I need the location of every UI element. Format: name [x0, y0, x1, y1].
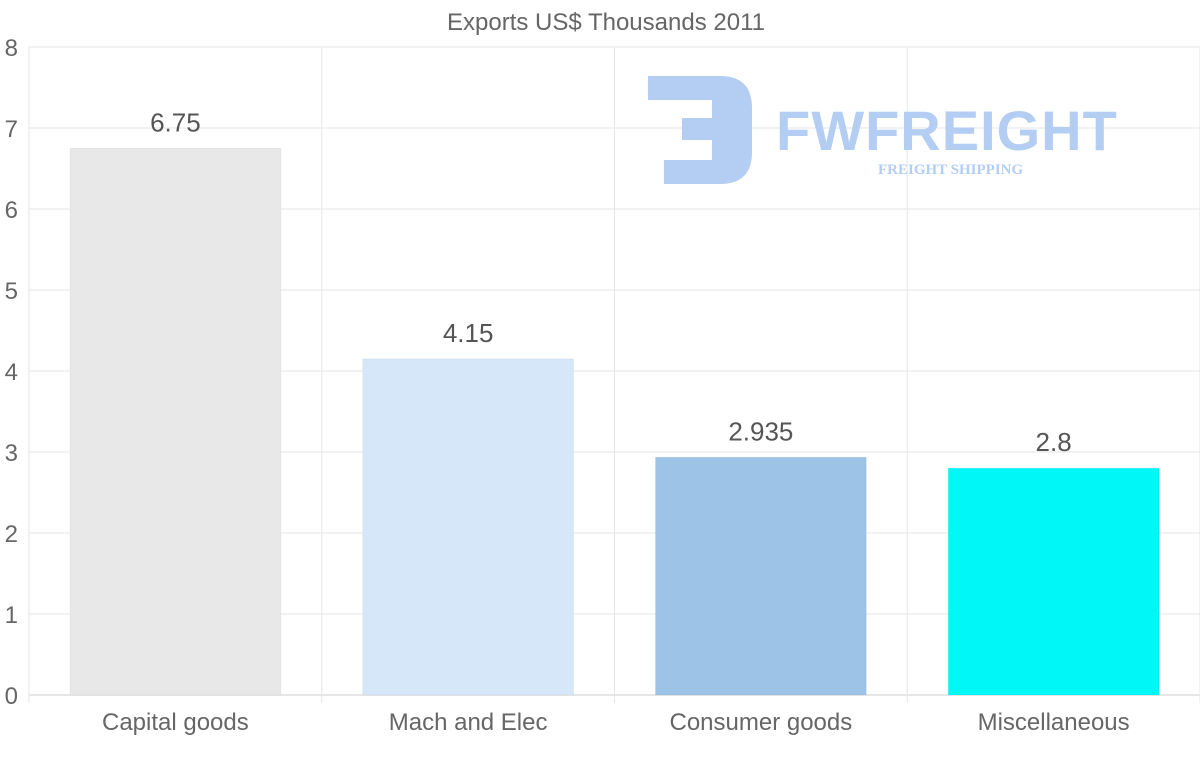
x-tick-label: Consumer goods: [669, 709, 852, 736]
y-tick-label: 5: [5, 278, 18, 305]
y-axis-ticks: 0 1 2 3 4 5 6 7 8: [5, 35, 18, 710]
y-tick-label: 4: [5, 359, 18, 386]
chart-title: Exports US$ Thousands 2011: [447, 9, 765, 36]
bar-mach-and-elec: [362, 358, 575, 696]
value-label: 6.75: [150, 107, 201, 137]
watermark-logo: FWFREIGHT FREIGHT SHIPPING: [648, 76, 1118, 184]
watermark-icon: [648, 76, 752, 184]
x-axis-ticks: Capital goods Mach and Elec Consumer goods…: [102, 709, 1130, 736]
x-tick-label: Capital goods: [102, 709, 249, 736]
value-label: 2.8: [1036, 427, 1072, 457]
y-tick-label: 8: [5, 35, 18, 62]
watermark-brand: FWFREIGHT: [776, 99, 1118, 162]
y-tick-label: 6: [5, 197, 18, 224]
value-labels: 6.75 4.15 2.935 2.8: [150, 107, 1072, 457]
bar-miscellaneous: [947, 467, 1160, 696]
bar-consumer-goods: [654, 456, 867, 696]
x-tick-label: Mach and Elec: [389, 709, 548, 736]
value-label: 4.15: [443, 318, 494, 348]
value-label: 2.935: [728, 416, 793, 446]
bar-capital-goods: [69, 147, 282, 696]
y-tick-label: 2: [5, 521, 18, 548]
x-tick-label: Miscellaneous: [978, 709, 1130, 736]
watermark-tagline: FREIGHT SHIPPING: [878, 162, 1023, 178]
bars: [69, 147, 1160, 696]
y-tick-label: 0: [5, 683, 18, 710]
y-tick-label: 3: [5, 440, 18, 467]
y-tick-label: 7: [5, 116, 18, 143]
y-tick-label: 1: [5, 602, 18, 629]
